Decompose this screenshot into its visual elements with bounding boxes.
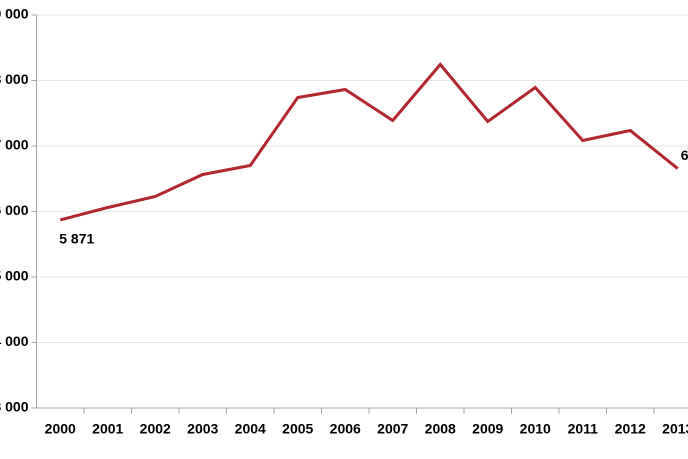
x-tick-label: 2013 [662,421,688,437]
x-tick-label: 2007 [377,421,408,437]
x-tick-label: 2008 [425,421,456,437]
x-tick-label: 2001 [92,421,123,437]
y-tick-label: 6 000 [0,202,29,218]
data-line [59,62,679,222]
x-tick-label: 2000 [45,421,76,437]
x-tick-label: 2002 [140,421,171,437]
data-label: 6 656 [681,147,688,163]
x-tick-label: 2010 [520,421,551,437]
x-tick-label: 2012 [615,421,646,437]
y-tick-label: 9 000 [0,6,29,22]
y-tick-label: 3 000 [0,399,29,415]
y-tick-label: 4 000 [0,333,29,349]
x-tick-label: 2003 [187,421,218,437]
x-tick-label: 2009 [472,421,503,437]
data-label: 5 871 [59,231,94,247]
x-tick-label: 2006 [330,421,361,437]
x-tick-label: 2005 [282,421,313,437]
x-tick-label: 2004 [235,421,266,437]
y-tick-label: 7 000 [0,137,29,153]
y-tick-label: 8 000 [0,71,29,87]
x-tick-label: 2011 [568,421,599,437]
y-tick-label: 5 000 [0,268,29,284]
